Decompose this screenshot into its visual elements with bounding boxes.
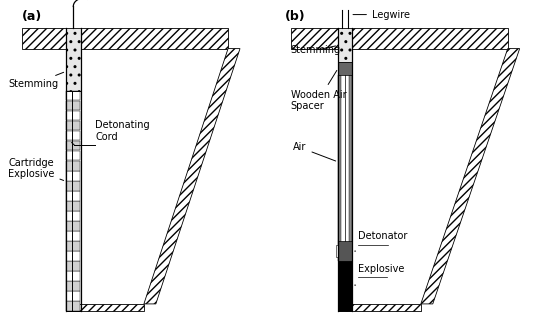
Bar	[66, 131, 80, 141]
Bar	[66, 251, 80, 260]
Bar	[66, 281, 80, 291]
Bar	[66, 141, 80, 150]
Bar	[338, 261, 352, 311]
Bar	[66, 271, 80, 281]
Bar	[66, 171, 80, 180]
Bar	[66, 111, 80, 121]
Polygon shape	[144, 49, 240, 304]
Polygon shape	[338, 304, 421, 311]
Text: Cartridge
Explosive: Cartridge Explosive	[8, 158, 64, 180]
Bar	[66, 91, 80, 100]
Bar	[66, 211, 80, 221]
Bar	[338, 28, 352, 62]
Bar	[66, 261, 80, 271]
Bar	[66, 161, 80, 170]
Text: Air: Air	[293, 143, 336, 161]
Bar	[66, 301, 80, 311]
Polygon shape	[291, 28, 338, 49]
Text: Detonating: Detonating	[95, 120, 150, 130]
Bar	[66, 28, 81, 91]
Polygon shape	[66, 304, 144, 311]
Text: Stemming: Stemming	[291, 45, 340, 55]
Bar	[66, 231, 80, 241]
Text: Legwire: Legwire	[353, 10, 410, 19]
Polygon shape	[81, 28, 228, 49]
Polygon shape	[22, 28, 66, 49]
Bar	[338, 62, 352, 75]
Bar	[66, 201, 80, 211]
Text: Cord: Cord	[95, 132, 118, 142]
Polygon shape	[352, 28, 508, 49]
Bar	[66, 151, 80, 160]
Bar	[66, 121, 80, 131]
Bar	[66, 91, 81, 311]
Bar	[349, 75, 352, 261]
Text: Stemming: Stemming	[8, 72, 64, 89]
Bar	[66, 291, 80, 301]
Bar	[66, 191, 80, 201]
Text: Detonator: Detonator	[358, 231, 408, 241]
Bar	[338, 75, 341, 261]
Bar	[66, 221, 80, 231]
Bar	[66, 241, 80, 251]
Bar	[66, 181, 80, 191]
Text: (b): (b)	[285, 10, 306, 23]
Text: Explosive: Explosive	[358, 264, 405, 274]
Text: (a): (a)	[22, 10, 42, 23]
Bar	[66, 101, 80, 110]
Polygon shape	[421, 49, 520, 304]
Bar	[336, 245, 338, 257]
Text: Wooden Air
Spacer: Wooden Air Spacer	[291, 70, 346, 111]
Bar	[338, 241, 352, 261]
